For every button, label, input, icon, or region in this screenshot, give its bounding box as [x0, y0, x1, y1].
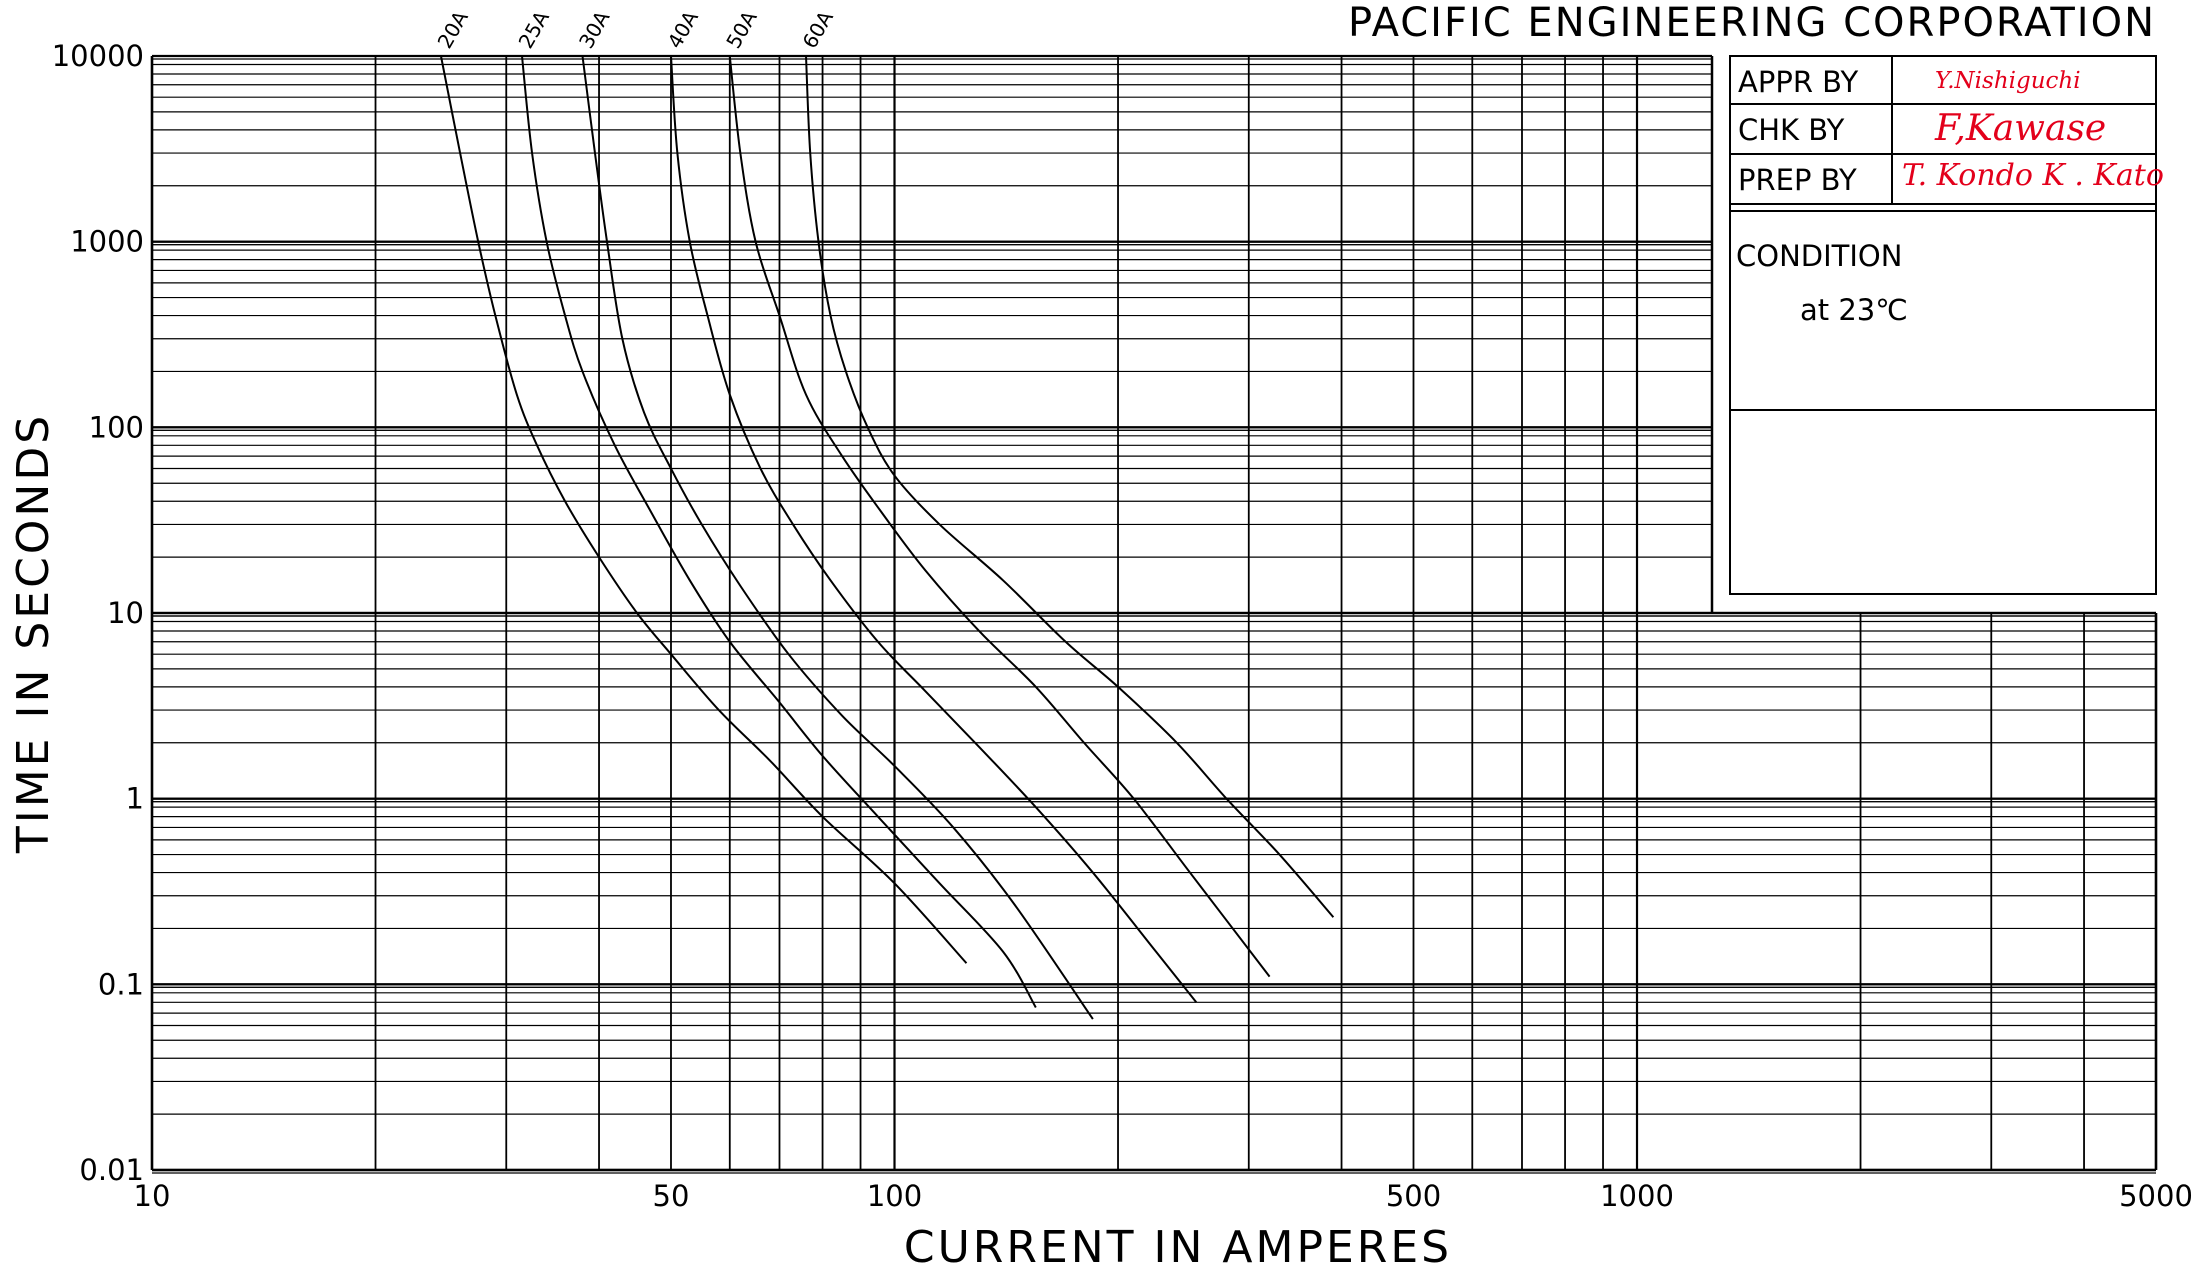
- x-tick-label: 10: [134, 1179, 171, 1213]
- y-tick-label: 10000: [52, 39, 144, 73]
- title-block: PACIFIC ENGINEERING CORPORATION APPR BY …: [1348, 0, 2164, 595]
- x-axis-title: CURRENT IN AMPERES: [904, 1222, 1452, 1269]
- chk-by-signature: F,Kawase: [1934, 108, 2106, 149]
- y-tick-label: 1000: [70, 225, 144, 259]
- fuse-curve-30A: [581, 55, 1094, 1020]
- fuse-curve-50A: [728, 55, 1271, 978]
- y-tick-label: 0.01: [79, 1153, 144, 1187]
- fuse-curves: [439, 55, 1335, 1020]
- x-axis-tick-labels: 10 50 100 500 1000 5000: [134, 1179, 2193, 1213]
- curve-label-30A: 30A: [574, 6, 615, 52]
- chart-grid: [150, 54, 2158, 1174]
- company-name: PACIFIC ENGINEERING CORPORATION: [1348, 0, 2156, 46]
- x-tick-label: 100: [867, 1179, 922, 1213]
- y-axis-title: TIME IN SECONDS: [8, 413, 59, 854]
- appr-by-label: APPR BY: [1738, 65, 1858, 99]
- fuse-curve-40A: [669, 55, 1198, 1003]
- fuse-curve-25A: [521, 55, 1037, 1009]
- prep-by-label: PREP BY: [1738, 163, 1857, 197]
- curve-label-40A: 40A: [663, 6, 704, 52]
- curve-label-50A: 50A: [721, 6, 762, 52]
- x-tick-label: 1000: [1600, 1179, 1674, 1213]
- x-tick-label: 50: [653, 1179, 690, 1213]
- curve-label-20A: 20A: [433, 6, 474, 52]
- y-tick-label: 100: [89, 410, 144, 444]
- curve-label-25A: 25A: [514, 6, 555, 52]
- y-tick-label: 1: [126, 782, 144, 816]
- fuse-curve-labels: 20A 25A 30A 40A 50A 60A: [433, 6, 839, 52]
- y-axis-tick-labels: 10000 1000 100 10 1 0.1 0.01: [52, 39, 144, 1187]
- condition-label: CONDITION: [1736, 239, 1902, 273]
- fuse-curve-60A: [805, 55, 1335, 918]
- y-tick-label: 0.1: [98, 967, 144, 1001]
- condition-value: at 23℃: [1800, 293, 1908, 327]
- prep-by-signature: T. Kondo K . Kato: [1902, 158, 2164, 193]
- x-tick-label: 500: [1386, 1179, 1441, 1213]
- y-tick-label: 10: [107, 596, 144, 630]
- curve-label-60A: 60A: [798, 6, 839, 52]
- appr-by-signature: Y.Nishiguchi: [1935, 68, 2081, 94]
- chk-by-label: CHK BY: [1738, 113, 1845, 147]
- title-block-frame: [1729, 55, 2157, 595]
- fuse-curve-20A: [439, 55, 968, 964]
- x-tick-label: 5000: [2119, 1179, 2193, 1213]
